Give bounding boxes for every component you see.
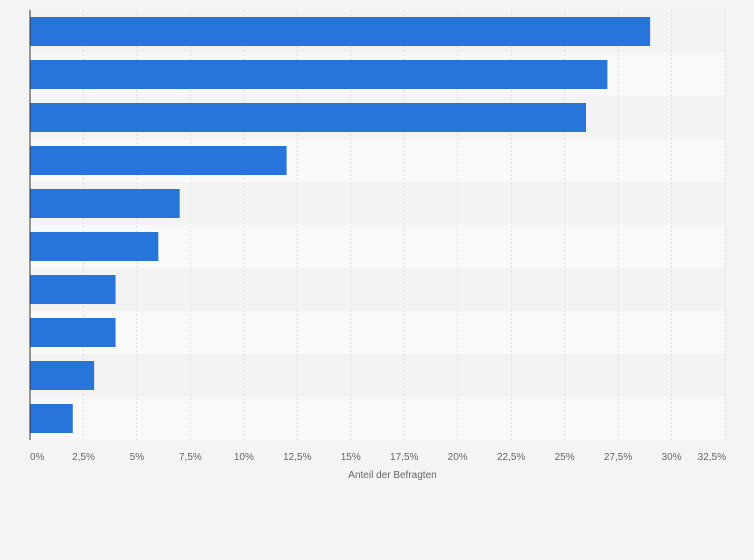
bar[interactable] [30, 189, 180, 218]
x-tick-label: 10% [234, 452, 254, 463]
x-tick-label: 2,5% [72, 452, 95, 463]
x-axis-title: Anteil der Befragten [348, 470, 436, 481]
x-tick-label: 12,5% [283, 452, 311, 463]
x-tick-label: 0% [30, 452, 45, 463]
x-tick-label: 7,5% [179, 452, 202, 463]
x-tick-label: 20% [448, 452, 468, 463]
x-tick-label: 22,5% [497, 452, 525, 463]
bar[interactable] [30, 318, 116, 347]
row-band [30, 397, 725, 440]
x-tick-label: 17,5% [390, 452, 418, 463]
x-tick-label: 15% [341, 452, 361, 463]
row-band [30, 354, 725, 397]
bar[interactable] [30, 275, 116, 304]
row-band [30, 268, 725, 311]
x-tick-labels: 0% 2,5% 5% 7,5% 10% 12,5% 15% 17,5% 20% 22,5% 25% 2… [30, 452, 726, 463]
x-tick-label: 27,5% [604, 452, 632, 463]
bar[interactable] [30, 361, 95, 390]
x-tick-label: 30% [662, 452, 682, 463]
bar[interactable] [30, 404, 73, 433]
bars [30, 17, 651, 433]
x-tick-label: 32,5% [698, 452, 726, 463]
row-band [30, 311, 725, 354]
bar[interactable] [30, 17, 651, 46]
bar[interactable] [30, 146, 287, 175]
x-tick-label: 5% [130, 452, 145, 463]
bar[interactable] [30, 232, 159, 261]
bar[interactable] [30, 103, 586, 132]
bar[interactable] [30, 60, 608, 89]
x-tick-label: 25% [555, 452, 575, 463]
